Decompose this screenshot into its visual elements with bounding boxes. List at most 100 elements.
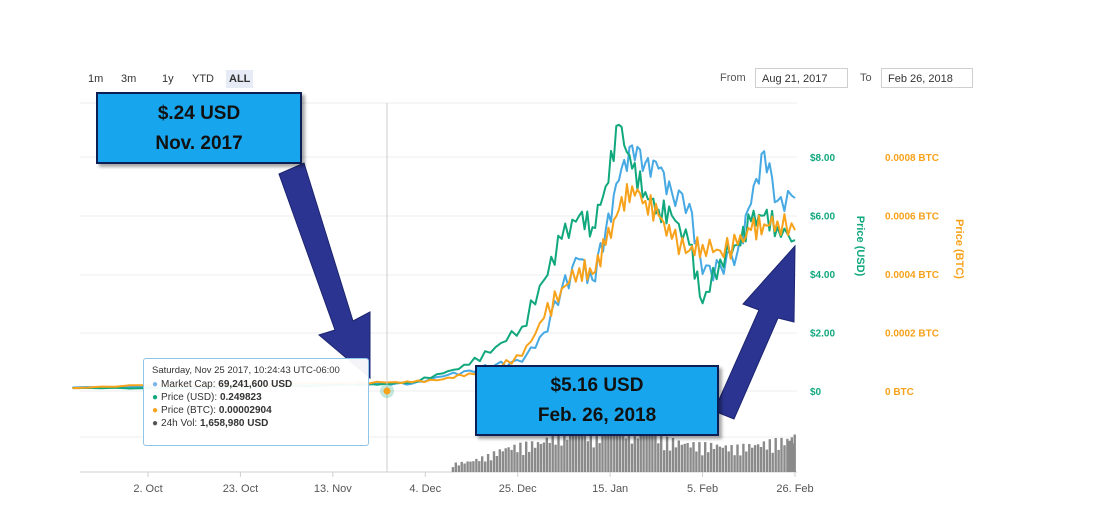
volume-bar [774, 438, 777, 472]
volume-bar [583, 429, 587, 472]
range-button-all[interactable]: ALL [226, 70, 254, 88]
volume-bar [790, 437, 793, 472]
volume-bar [516, 452, 519, 472]
volume-bar [495, 456, 499, 472]
usd-tick-label: $6.00 [810, 212, 835, 223]
tooltip-value: 69,241,600 USD [218, 379, 293, 390]
volume-bar [513, 444, 516, 472]
volume-bar [519, 442, 522, 472]
dot-icon: ● [152, 418, 159, 429]
x-tick-label: 26. Feb [776, 483, 813, 495]
range-button-1y[interactable]: 1y [162, 73, 174, 85]
volume-bar [715, 444, 719, 472]
volume-bar [742, 443, 745, 472]
volume-bar [572, 434, 575, 472]
dot-icon: ● [152, 405, 159, 416]
tooltip-row-market-cap: ● Market Cap: 69,241,600 USD [152, 378, 360, 391]
start-price-callout: $.24 USD Nov. 2017 [96, 92, 302, 164]
btc-tick-label: 0.0002 BTC [885, 329, 939, 340]
volume-bar [756, 444, 760, 472]
volume-bar [639, 424, 642, 472]
volume-bar [557, 427, 560, 472]
volume-bar [786, 438, 789, 472]
volume-bar [528, 451, 531, 472]
tooltip-row-price-usd: ● Price (USD): 0.249823 [152, 391, 360, 404]
volume-bar [548, 442, 551, 472]
volume-bar [554, 444, 557, 472]
volume-bar [498, 449, 501, 472]
tooltip-label: Price (USD): [161, 392, 218, 403]
volume-bar [630, 443, 634, 472]
volume-bar [504, 448, 507, 472]
volume-bar [510, 449, 513, 472]
volume-bar [621, 421, 625, 472]
start-arrow [278, 162, 371, 380]
to-date-input[interactable]: Feb 26, 2018 [881, 68, 973, 88]
volume-bar [533, 447, 537, 472]
volume-bar [466, 461, 469, 472]
price-usd-line [72, 123, 796, 390]
dot-icon: ● [152, 392, 159, 403]
x-tick-label: 23. Oct [223, 483, 258, 495]
volume-bar [613, 426, 616, 472]
from-date-input[interactable]: Aug 21, 2017 [755, 68, 848, 88]
tooltip-label: Price (BTC): [161, 405, 217, 416]
volume-bar [492, 451, 496, 472]
volume-bar [783, 445, 786, 472]
volume-bar [592, 447, 595, 472]
volume-bar [475, 458, 478, 472]
tooltip-value: 0.249823 [219, 392, 262, 403]
volume-bar [692, 442, 695, 472]
volume-bar [677, 440, 680, 472]
to-label: To [860, 72, 872, 84]
volume-bar [604, 435, 607, 472]
volume-bar [530, 441, 534, 472]
x-tick-label: 4. Dec [409, 483, 441, 495]
volume-bar [654, 432, 657, 472]
range-button-3m[interactable]: 3m [121, 73, 137, 85]
volume-bar [460, 461, 463, 472]
x-tick-label: 2. Oct [133, 483, 162, 495]
volume-bar [733, 455, 736, 472]
volume-bar [577, 430, 581, 472]
usd-tick-label: $4.00 [810, 270, 835, 281]
range-button-ytd[interactable]: YTD [192, 73, 214, 85]
hover-crosshair [380, 103, 394, 472]
from-label: From [720, 72, 746, 84]
volume-bar [539, 443, 543, 472]
volume-bar [751, 447, 754, 472]
tooltip-row-price-btc: ● Price (BTC): 0.00002904 [152, 404, 360, 417]
volume-bar [777, 449, 780, 472]
volume-bar [704, 442, 707, 472]
x-tick-label: 13. Nov [314, 483, 352, 495]
volume-bar [787, 441, 791, 472]
annotation-arrows [278, 162, 796, 420]
volume-bar [689, 447, 692, 472]
volume-bar [721, 447, 724, 472]
volume-bar [525, 441, 528, 472]
btc-tick-label: 0 BTC [885, 387, 914, 398]
volume-bar [501, 451, 504, 472]
volume-bar [536, 442, 540, 472]
volume-bar [739, 455, 742, 472]
volume-bar [469, 461, 472, 472]
start-callout-date: Nov. 2017 [155, 133, 243, 154]
volume-bar [730, 445, 733, 472]
range-button-1m[interactable]: 1m [88, 73, 104, 85]
volume-bar [569, 427, 572, 472]
volume-bar [484, 461, 487, 472]
volume-bar [624, 438, 628, 472]
volume-bar [674, 447, 678, 472]
x-tick-label: 5. Feb [687, 483, 718, 495]
volume-bar [789, 440, 792, 472]
end-callout-date: Feb. 26, 2018 [537, 405, 657, 426]
btc-tick-label: 0.0006 BTC [885, 212, 939, 223]
volume-bar [771, 452, 774, 472]
usd-tick-label: $8.00 [810, 153, 835, 164]
x-tick-label: 15. Jan [592, 483, 628, 495]
tooltip-label: 24h Vol: [161, 418, 198, 429]
volume-bar [780, 437, 783, 472]
usd-axis-title: Price (USD) [854, 215, 866, 277]
end-callout-price: $5.16 USD [550, 375, 644, 396]
